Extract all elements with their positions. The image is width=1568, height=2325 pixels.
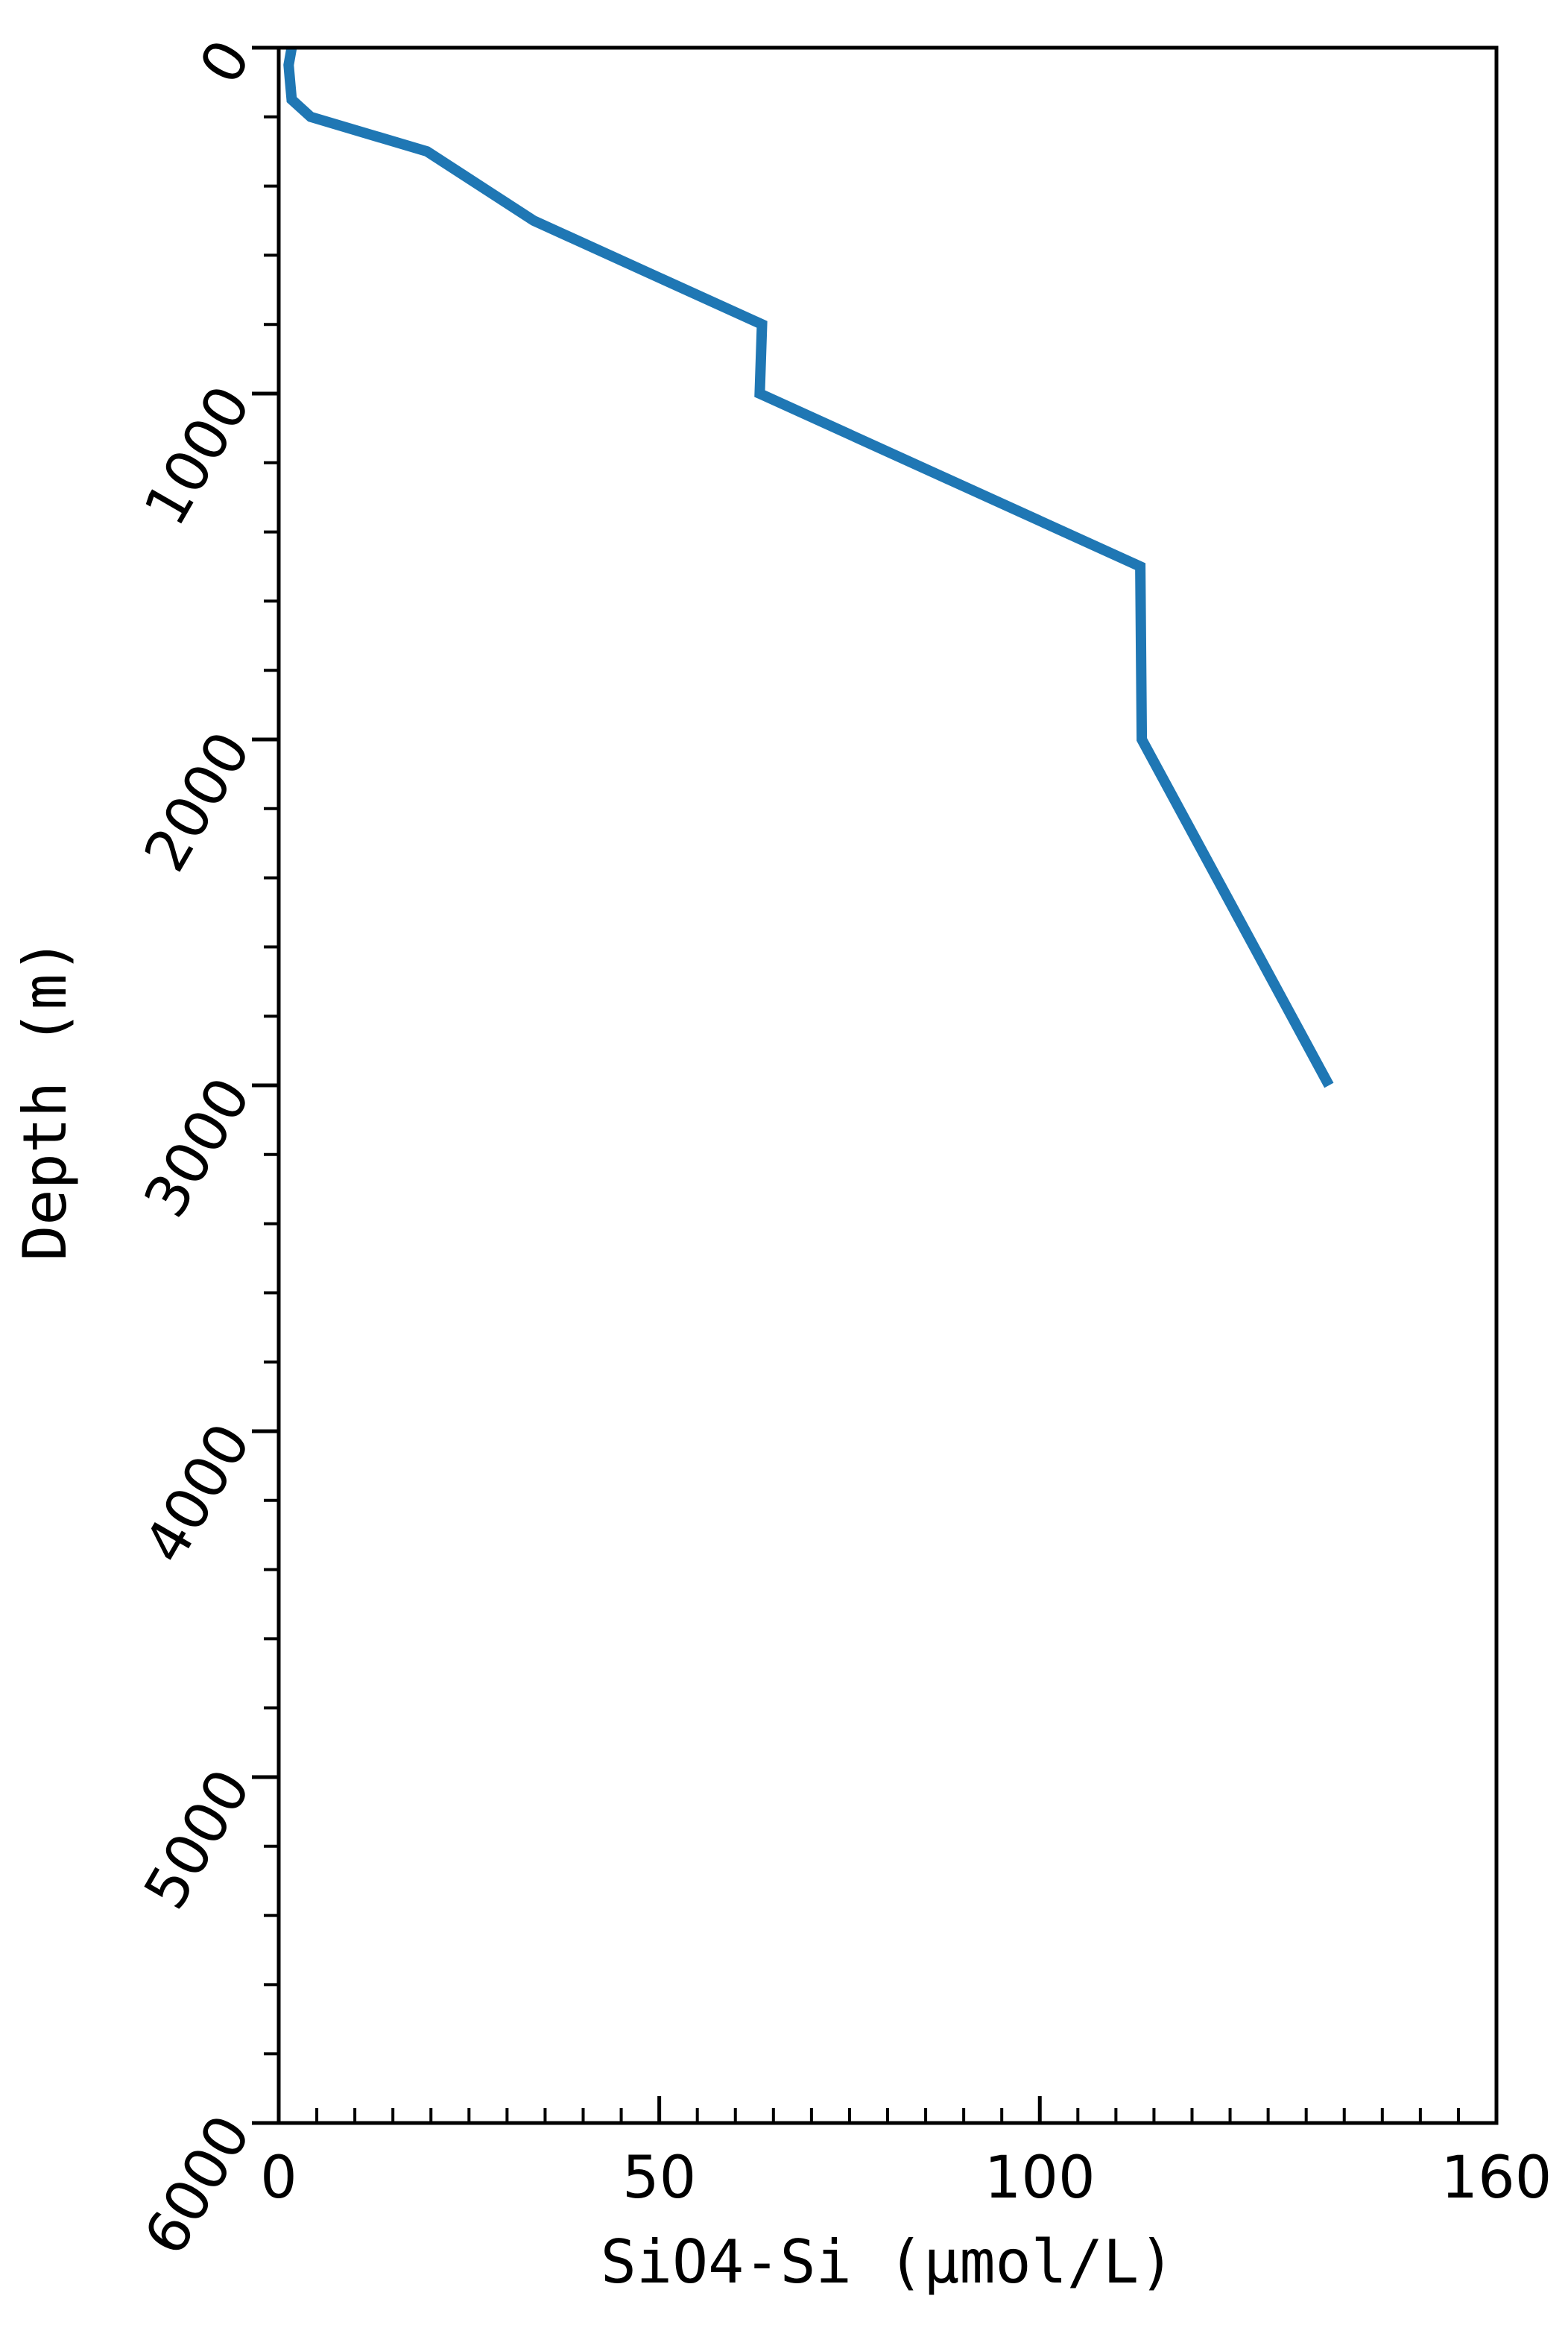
y-tick-label: 5000 (132, 1758, 264, 1920)
y-tick-label: 3000 (132, 1067, 264, 1228)
y-tick-label: 4000 (132, 1413, 264, 1574)
series-line-0 (283, 46, 1334, 1088)
plot-frame (276, 45, 1499, 2125)
y-tick-label: 6000 (132, 2104, 264, 2266)
y-tick-label: 1000 (132, 375, 264, 537)
series-layer (283, 46, 1334, 1088)
x-tick-label: 100 (984, 2145, 1096, 2212)
x-tick-label: 160 (1441, 2145, 1552, 2212)
tick-labels: 0 50 100 160 0 1000 2000 3000 4000 5000 6000 (132, 29, 1552, 2266)
minor-ticks (264, 115, 1460, 2123)
y-tick-label: 2000 (132, 721, 264, 883)
y-tick-label: 0 (187, 29, 264, 95)
major-ticks (252, 45, 1499, 2125)
x-tick-label: 50 (622, 2145, 696, 2212)
y-axis-title: Depth (m) (10, 938, 80, 1261)
x-axis-title: SiO4-Si (μmol/L) (601, 2227, 1175, 2297)
x-tick-label: 0 (260, 2145, 297, 2212)
